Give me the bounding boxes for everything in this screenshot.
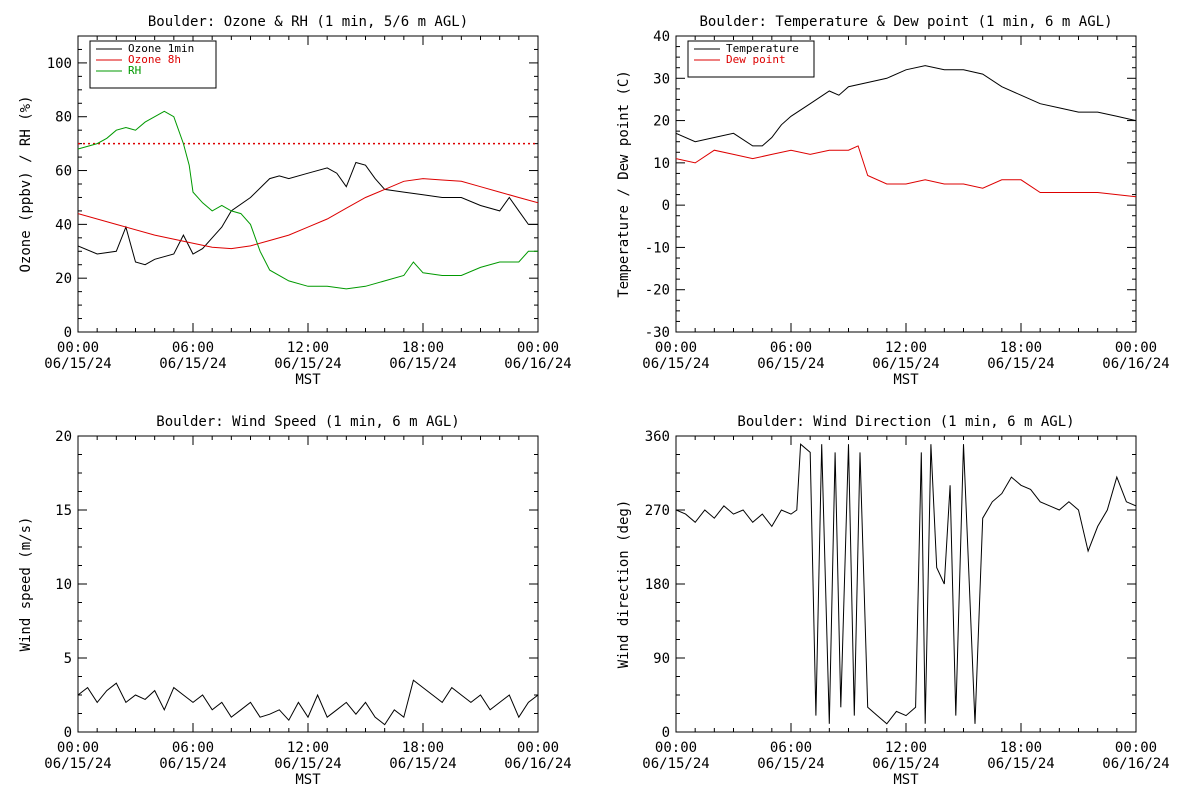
y-tick-label: 0 (64, 725, 72, 741)
x-tick-date-label: 06/15/24 (987, 356, 1054, 372)
y-tick-label: 20 (653, 114, 670, 130)
y-tick-label: 90 (653, 651, 670, 667)
x-tick-time-label: 00:00 (1115, 740, 1157, 756)
y-tick-label: 60 (55, 164, 72, 180)
y-tick-label: 0 (662, 198, 670, 214)
y-tick-label: 10 (55, 577, 72, 593)
x-tick-time-label: 12:00 (885, 740, 927, 756)
x-tick-date-label: 06/15/24 (159, 356, 226, 372)
legend-label: Temperature (726, 42, 799, 55)
x-tick-time-label: 12:00 (287, 340, 329, 356)
y-tick-label: 30 (653, 71, 670, 87)
chart-panel-1: Boulder: Ozone & RH (1 min, 5/6 m AGL) 0 2… (18, 14, 572, 388)
x-tick-date-label: 06/15/24 (872, 356, 939, 372)
y-tick-label: 0 (64, 325, 72, 341)
x-tick-date-label: 06/15/24 (987, 756, 1054, 772)
x-tick-date-label: 06/16/24 (504, 756, 571, 772)
x-axis-label: MST (893, 372, 919, 388)
y-tick-label: -30 (645, 325, 670, 341)
x-tick-time-label: 00:00 (655, 340, 697, 356)
x-tick-date-label: 06/15/24 (44, 356, 111, 372)
x-tick-time-label: 18:00 (1000, 740, 1042, 756)
legend-box (687, 40, 815, 78)
y-tick-label: 40 (55, 217, 72, 233)
x-axis-label: MST (295, 372, 321, 388)
y-tick-label: 360 (645, 429, 670, 445)
x-tick-date-label: 06/15/24 (642, 756, 709, 772)
x-tick-time-label: 00:00 (517, 340, 559, 356)
series-line-dew-point (676, 145, 1136, 198)
y-tick-label: 100 (47, 56, 72, 72)
y-axis-label: Temperature / Dew point (C) (616, 70, 632, 298)
y-tick-label: 20 (55, 429, 72, 445)
chart-title: Boulder: Temperature & Dew point (1 min,… (699, 14, 1112, 30)
y-tick-label: 0 (662, 725, 670, 741)
y-tick-label: 15 (55, 503, 72, 519)
legend-label: Ozone 1min (128, 42, 194, 55)
x-tick-time-label: 18:00 (402, 740, 444, 756)
plot-frame (675, 435, 1137, 733)
x-tick-date-label: 06/15/24 (642, 356, 709, 372)
x-tick-time-label: 00:00 (57, 340, 99, 356)
series-line-1 (676, 443, 1136, 725)
x-tick-time-label: 06:00 (770, 740, 812, 756)
x-tick-date-label: 06/15/24 (389, 756, 456, 772)
x-tick-date-label: 06/15/24 (872, 756, 939, 772)
x-tick-date-label: 06/16/24 (1102, 756, 1169, 772)
y-tick-label: 270 (645, 503, 670, 519)
series-line-temperature (676, 65, 1136, 147)
x-tick-time-label: 00:00 (517, 740, 559, 756)
x-tick-date-label: 06/15/24 (274, 756, 341, 772)
x-tick-time-label: 18:00 (1000, 340, 1042, 356)
chart-title: Boulder: Ozone & RH (1 min, 5/6 m AGL) (148, 14, 468, 30)
series-line-ozone-8h (78, 178, 538, 250)
chart-panel-3: Boulder: Wind Speed (1 min, 6 m AGL) 0 5 10… (18, 414, 572, 788)
x-tick-date-label: 06/15/24 (757, 356, 824, 372)
x-tick-time-label: 12:00 (885, 340, 927, 356)
x-tick-time-label: 18:00 (402, 340, 444, 356)
x-tick-time-label: 06:00 (770, 340, 812, 356)
chart-title: Boulder: Wind Speed (1 min, 6 m AGL) (156, 414, 459, 430)
y-axis-label: Wind speed (m/s) (18, 517, 34, 652)
x-tick-time-label: 12:00 (287, 740, 329, 756)
y-tick-label: -10 (645, 240, 670, 256)
x-tick-date-label: 06/15/24 (757, 756, 824, 772)
y-tick-label: -20 (645, 283, 670, 299)
y-tick-label: 80 (55, 110, 72, 126)
legend-label: RH (128, 64, 141, 77)
series-line-ozone-1min (78, 161, 538, 266)
x-tick-time-label: 06:00 (172, 340, 214, 356)
y-tick-label: 20 (55, 271, 72, 287)
y-tick-label: 40 (653, 29, 670, 45)
y-tick-label: 10 (653, 156, 670, 172)
y-axis-label: Wind direction (deg) (616, 500, 632, 669)
legend-label: Dew point (726, 53, 786, 66)
chart-title: Boulder: Wind Direction (1 min, 6 m AGL) (737, 414, 1074, 430)
x-tick-date-label: 06/16/24 (1102, 356, 1169, 372)
x-tick-time-label: 00:00 (655, 740, 697, 756)
legend-label: Ozone 8h (128, 53, 181, 66)
chart-panel-2: Boulder: Temperature & Dew point (1 min,… (616, 14, 1170, 388)
y-tick-label: 180 (645, 577, 670, 593)
x-tick-date-label: 06/15/24 (274, 356, 341, 372)
x-tick-time-label: 06:00 (172, 740, 214, 756)
x-tick-time-label: 00:00 (1115, 340, 1157, 356)
x-tick-time-label: 00:00 (57, 740, 99, 756)
series-line-rh (78, 110, 538, 290)
y-axis-label: Ozone (ppbv) / RH (%) (18, 95, 34, 272)
chart-panel-4: Boulder: Wind Direction (1 min, 6 m AGL)… (616, 414, 1170, 788)
x-tick-date-label: 06/16/24 (504, 356, 571, 372)
x-tick-date-label: 06/15/24 (44, 756, 111, 772)
series-line-1 (78, 679, 538, 726)
x-axis-label: MST (295, 772, 321, 788)
plot-frame (77, 435, 539, 733)
x-tick-date-label: 06/15/24 (389, 356, 456, 372)
x-tick-date-label: 06/15/24 (159, 756, 226, 772)
y-tick-label: 5 (64, 651, 72, 667)
x-axis-label: MST (893, 772, 919, 788)
